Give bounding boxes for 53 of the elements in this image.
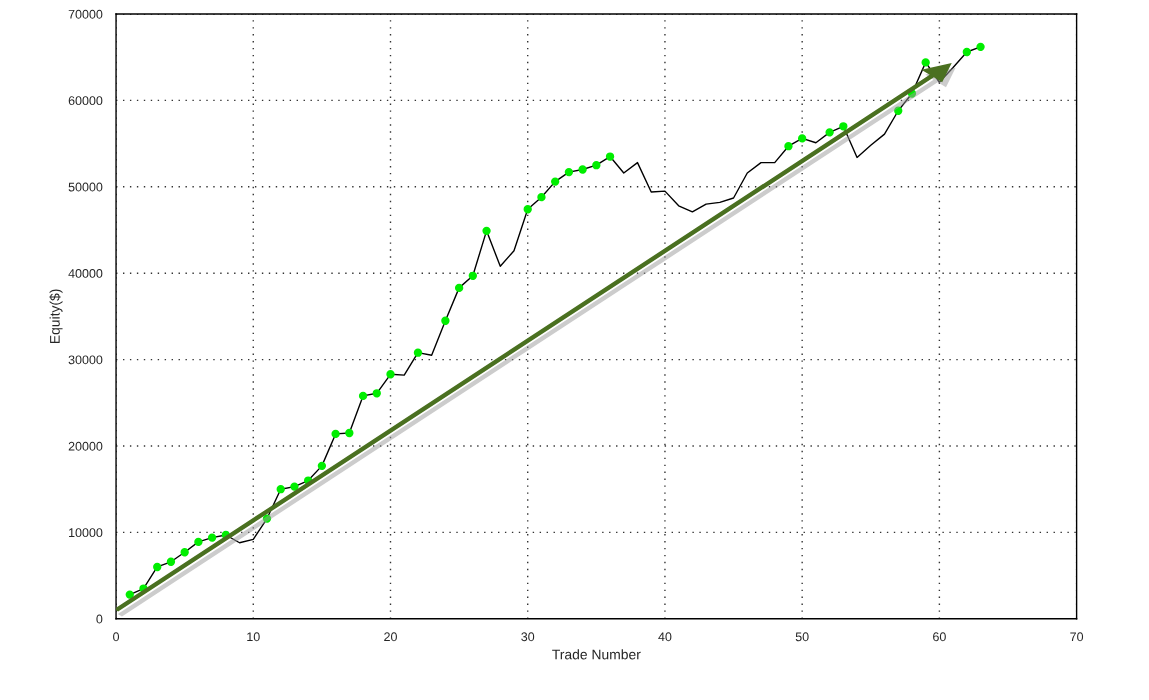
- y-tick-label: 40000: [68, 269, 103, 278]
- point: [207, 533, 217, 542]
- x-tick-label: 50: [795, 632, 809, 642]
- y-tick-label: 30000: [68, 355, 103, 365]
- point: [345, 428, 354, 438]
- y-tick-label: 50000: [68, 182, 103, 192]
- point: [921, 58, 930, 67]
- point: [454, 283, 464, 293]
- point: [125, 590, 134, 599]
- point: [372, 389, 381, 398]
- point: [358, 391, 368, 401]
- y-tick-label: 70000: [68, 9, 103, 19]
- point: [976, 42, 985, 51]
- y-tick-label: 0: [96, 614, 103, 624]
- point: [262, 514, 272, 523]
- point: [482, 226, 491, 236]
- point: [564, 167, 574, 177]
- x-tick-label: 40: [658, 632, 672, 642]
- point: [331, 429, 340, 439]
- point: [537, 193, 546, 202]
- point: [825, 128, 834, 137]
- point: [166, 557, 176, 566]
- point: [551, 177, 560, 186]
- point: [784, 142, 793, 151]
- y-tick-label: 60000: [68, 96, 103, 106]
- point: [317, 461, 327, 471]
- point: [523, 205, 532, 214]
- point: [413, 348, 423, 357]
- point: [290, 482, 299, 491]
- point: [386, 370, 395, 379]
- point: [276, 485, 285, 494]
- x-tick-label: 20: [384, 632, 397, 642]
- y-axis-title: Equity($): [49, 289, 63, 344]
- x-tick-label: 0: [113, 632, 120, 642]
- point: [839, 122, 848, 131]
- point: [153, 562, 162, 572]
- point: [962, 47, 971, 57]
- point: [194, 537, 203, 547]
- x-tick-label: 60: [933, 632, 946, 642]
- point: [441, 316, 450, 325]
- point: [798, 134, 807, 143]
- y-tick-label: 10000: [69, 528, 103, 538]
- point: [894, 106, 903, 115]
- x-axis-title: Trade Number: [552, 649, 641, 660]
- point: [605, 152, 615, 161]
- point: [592, 161, 601, 170]
- y-tick-label: 20000: [68, 441, 103, 451]
- x-tick-label: 10: [247, 632, 260, 642]
- x-tick-label: 30: [521, 632, 535, 642]
- x-tick-label: 70: [1070, 632, 1084, 642]
- point: [468, 271, 477, 280]
- point: [180, 548, 189, 557]
- point: [578, 165, 587, 174]
